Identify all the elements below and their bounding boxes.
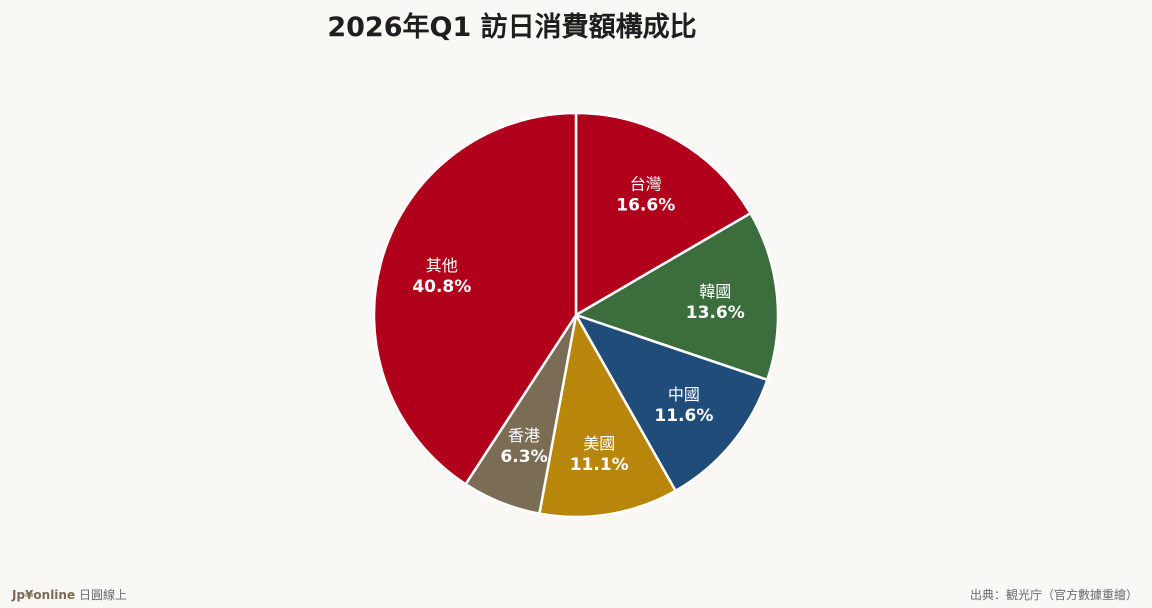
slice-value-1: 13.6% [686, 303, 745, 323]
chart-title: 2026年Q1 訪日消費額構成比 [327, 12, 697, 43]
brand-footer: Jp¥online 日圓線上 [12, 586, 127, 603]
brand-subtitle: 日圓線上 [78, 588, 127, 602]
slice-label-3: 美國 [583, 434, 615, 453]
slice-value-5: 40.8% [412, 277, 471, 297]
pie-slice-3 [538, 313, 677, 519]
slice-value-2: 11.6% [654, 406, 713, 426]
pie-slice-2 [574, 313, 769, 493]
slice-label-1: 韓國 [699, 282, 731, 301]
slice-value-3: 11.1% [570, 455, 629, 475]
pie-slice-1 [574, 212, 780, 382]
source-note: 出典：観光庁（官方數據重繪） [969, 588, 1138, 602]
brand-name: Jp¥online [12, 588, 76, 602]
pie-slice-0 [574, 111, 752, 317]
pie-slice-5 [372, 111, 578, 486]
slice-label-0: 台灣 [630, 175, 662, 194]
slice-value-0: 16.6% [616, 196, 675, 216]
slice-label-5: 其他 [426, 256, 458, 275]
slice-label-4: 香港 [508, 426, 540, 445]
slice-value-4: 6.3% [500, 447, 547, 467]
slice-label-2: 中國 [668, 385, 700, 404]
